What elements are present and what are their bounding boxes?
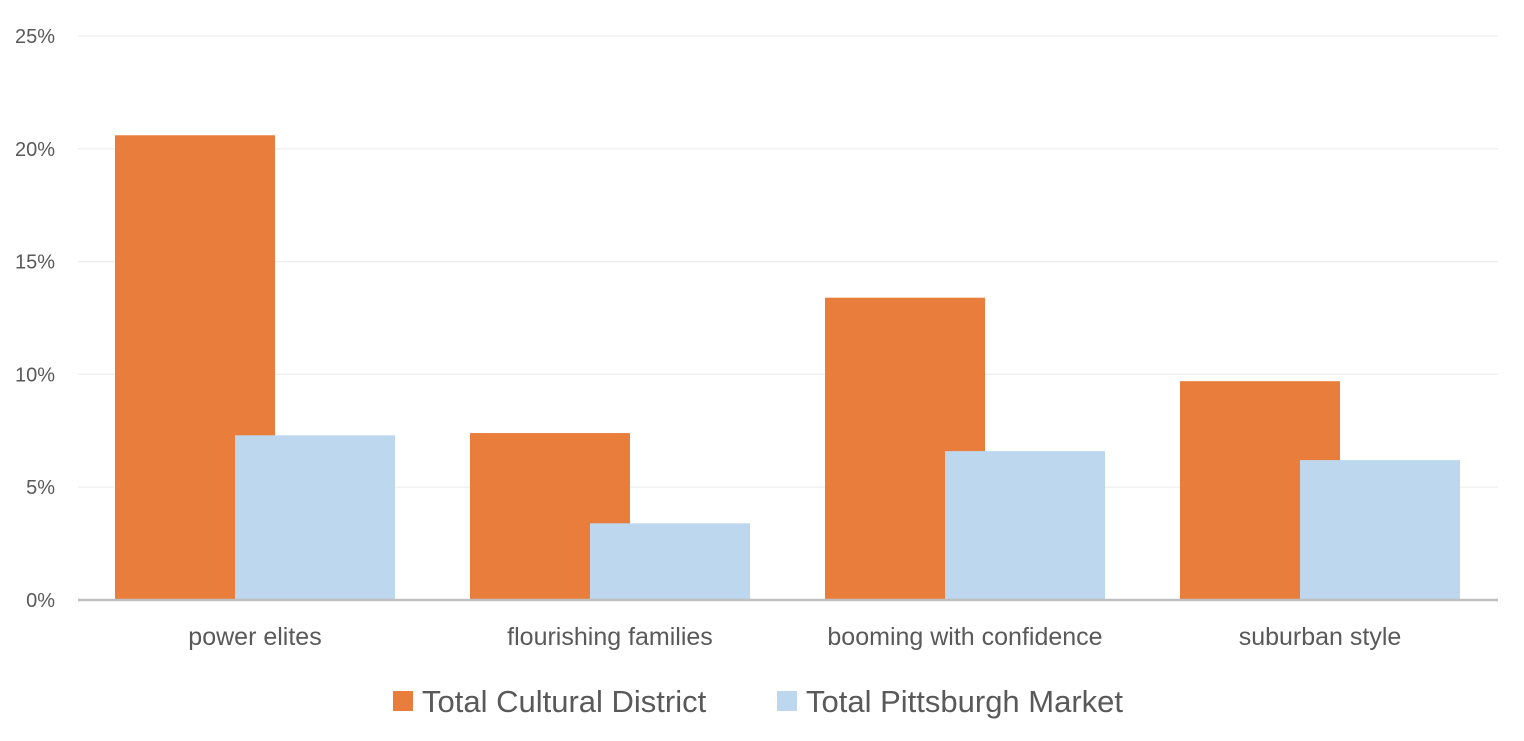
bar-total-pittsburgh-market-booming-with-confidence <box>945 451 1105 600</box>
y-axis-ticks: 0% 5% 10% 15% 20% 25% <box>15 26 55 612</box>
legend-label: Total Pittsburgh Market <box>806 684 1123 719</box>
x-axis-category-labels: power elites flourishing families booming … <box>188 623 1401 651</box>
x-category-label: suburban style <box>1239 623 1402 651</box>
y-tick-label: 15% <box>15 252 55 274</box>
y-tick-label: 10% <box>15 364 55 386</box>
legend-swatch <box>777 691 797 711</box>
x-category-label: booming with confidence <box>827 623 1102 651</box>
x-category-label: power elites <box>188 623 321 651</box>
bar-total-pittsburgh-market-suburban-style <box>1300 460 1460 600</box>
bars <box>115 135 1460 601</box>
bar-total-pittsburgh-market-power-elites <box>235 435 395 600</box>
legend-swatch <box>393 691 413 711</box>
legend-label: Total Cultural District <box>422 684 707 719</box>
x-category-label: flourishing families <box>507 623 713 651</box>
y-tick-label: 20% <box>15 139 55 161</box>
legend: Total Cultural District Total Pittsburgh … <box>393 684 1123 719</box>
y-tick-label: 25% <box>15 26 55 48</box>
bar-total-pittsburgh-market-flourishing-families <box>590 523 750 600</box>
y-tick-label: 0% <box>26 590 55 612</box>
y-tick-label: 5% <box>26 477 55 499</box>
